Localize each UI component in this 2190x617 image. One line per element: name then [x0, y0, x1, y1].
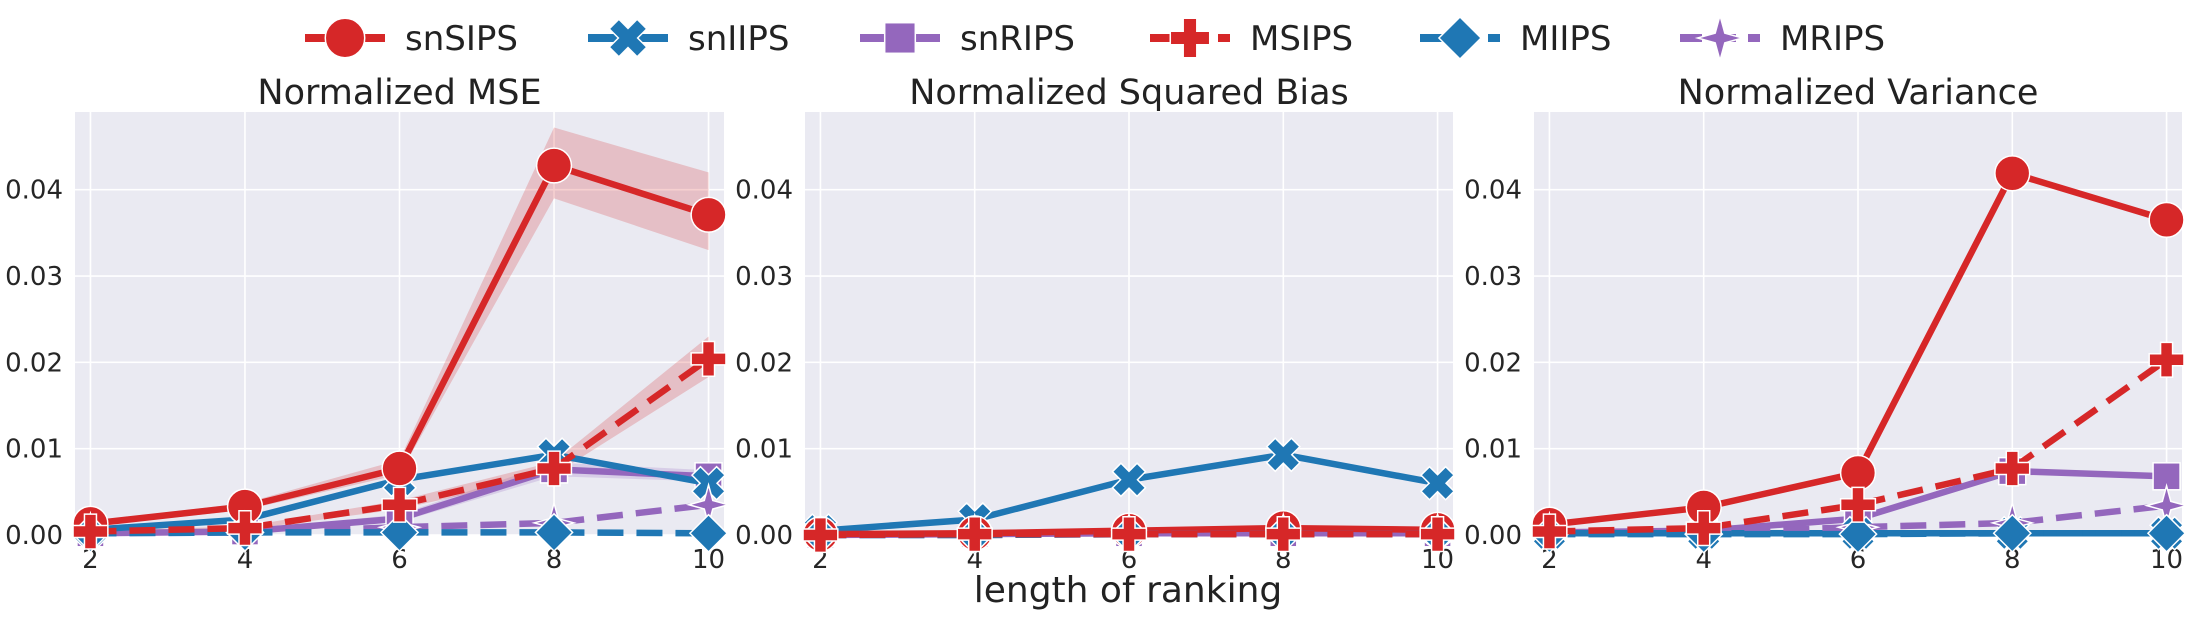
y-tick-label: 0.03: [1464, 262, 1522, 292]
data-point: [1994, 450, 2031, 487]
series-snsips: [72, 147, 727, 542]
legend: snSIPS snIIPS snRIPS MSIPS MIIPS MRIPS: [305, 12, 1885, 64]
legend-label: MRIPS: [1780, 19, 1885, 59]
data-point: [226, 509, 264, 547]
data-point: [1838, 514, 1878, 554]
series-msips: [1531, 341, 2185, 550]
legend-item-miips: MIIPS: [1420, 15, 1611, 61]
shared-x-axis-label: length of ranking: [974, 570, 1283, 611]
x-tick-label: 2: [1541, 545, 1558, 575]
legend-item-sniips: snIIPS: [588, 18, 789, 59]
data-point: [381, 450, 418, 487]
data-point: [1111, 462, 1147, 498]
data-point: [1265, 515, 1302, 553]
x-tick-label: 8: [2004, 545, 2021, 575]
x-tick-label: 6: [391, 545, 408, 575]
y-tick-label: 0.01: [5, 435, 63, 465]
y-tick-label: 0.00: [1464, 521, 1522, 551]
data-point: [688, 513, 729, 553]
data-point: [379, 512, 420, 553]
y-tick-label: 0.01: [1464, 435, 1522, 465]
y-tick-label: 0.03: [5, 262, 63, 292]
data-point: [1419, 515, 1456, 553]
legend-marker-x-filled: [608, 18, 648, 58]
data-point: [802, 516, 839, 554]
legend-marker-plus: [1169, 17, 1211, 59]
series-msips: [802, 515, 1456, 554]
y-tick-label: 0.00: [5, 521, 63, 551]
legend-item-snrips: snRIPS: [860, 19, 1075, 59]
legend-item-mrips: MRIPS: [1680, 12, 1885, 64]
x-tick-label: 8: [546, 545, 563, 575]
data-point: [1839, 454, 1877, 491]
legend-label: snSIPS: [405, 19, 518, 59]
panel-title: Normalized MSE: [257, 73, 541, 113]
data-point: [1992, 513, 2032, 553]
series-line: [90, 529, 709, 537]
y-tick-label: 0.04: [1464, 176, 1522, 206]
x-tick-label: 6: [1850, 545, 1867, 575]
data-point: [1685, 509, 1722, 547]
legend-label: snIIPS: [688, 19, 789, 59]
data-point: [1994, 155, 2031, 192]
data-point: [535, 450, 573, 487]
x-tick-label: 4: [1695, 545, 1712, 575]
data-point: [690, 340, 727, 378]
confidence-band-snsips: [90, 127, 709, 527]
y-tick-label: 0.01: [735, 435, 793, 465]
data-point: [72, 513, 109, 550]
y-tick-label: 0.02: [5, 348, 63, 378]
panel-title: Normalized Squared Bias: [909, 73, 1349, 113]
panel-title: Normalized Variance: [1678, 73, 2039, 113]
legend-marker-diamond: [1437, 15, 1483, 61]
data-point: [1419, 465, 1456, 501]
y-tick-label: 0.03: [735, 262, 793, 292]
data-point: [956, 515, 993, 553]
data-point: [1265, 437, 1301, 473]
series-msips: [72, 340, 727, 550]
legend-label: snRIPS: [960, 19, 1075, 59]
legend-item-snsips: snSIPS: [305, 17, 518, 59]
series-line: [820, 530, 1438, 539]
series-line: [1549, 530, 2167, 538]
data-point: [535, 147, 573, 184]
x-tick-label: 8: [1275, 545, 1292, 575]
data-point: [1531, 513, 1568, 550]
legend-marker-square: [883, 21, 917, 55]
y-tick-label: 0.04: [735, 176, 793, 206]
y-tick-label: 0.00: [735, 521, 793, 551]
legend-item-msips: MSIPS: [1150, 17, 1353, 59]
data-point: [1110, 515, 1148, 553]
legend-label: MSIPS: [1250, 19, 1353, 59]
x-tick-label: 4: [237, 545, 254, 575]
x-tick-label: 6: [1121, 545, 1138, 575]
data-point: [381, 486, 418, 523]
series-line: [1549, 357, 2169, 535]
y-tick-label: 0.04: [5, 176, 63, 206]
data-point: [690, 196, 727, 233]
data-point: [2146, 513, 2187, 553]
x-tick-label: 4: [966, 545, 983, 575]
data-point: [534, 512, 574, 553]
legend-marker-circle: [324, 17, 366, 59]
data-point: [2148, 201, 2185, 239]
data-point: [2148, 341, 2185, 378]
y-tick-label: 0.02: [1464, 348, 1522, 378]
y-tick-label: 0.02: [735, 348, 793, 378]
data-point: [1839, 486, 1877, 523]
legend-label: MIIPS: [1520, 19, 1611, 59]
series-line: [90, 356, 711, 535]
legend-marker-star: [1694, 12, 1746, 64]
x-tick-label: 2: [82, 545, 99, 575]
